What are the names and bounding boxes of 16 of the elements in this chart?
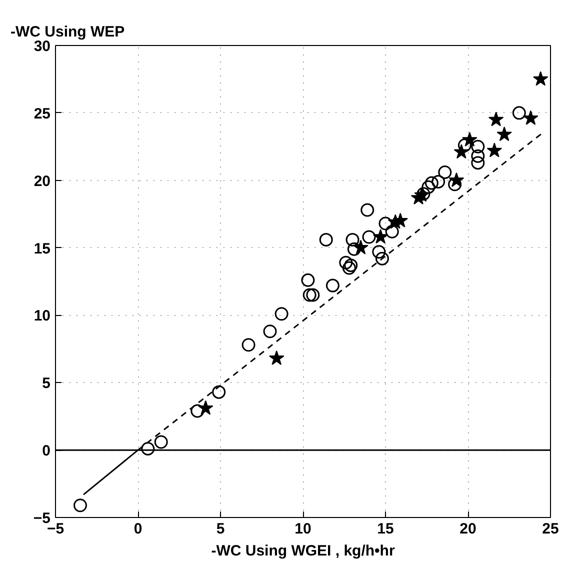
y-tick-label: 20 [34, 172, 51, 190]
x-tick-label: 15 [377, 520, 394, 538]
x-tick-label: 0 [134, 520, 142, 538]
x-tick-label: 20 [460, 520, 476, 538]
y-axis-title: -WC Using WEP [10, 24, 125, 40]
y-tick-label: 0 [42, 442, 50, 460]
x-axis-title: -WC Using WGEI , kg/h•hr [211, 542, 395, 560]
y-tick-label: 15 [34, 240, 51, 258]
x-tick-label: 10 [294, 520, 312, 538]
y-tick-label: 30 [34, 38, 51, 55]
y-tick-label: 25 [34, 105, 51, 122]
y-tick-label: −5 [33, 510, 51, 527]
y-tick-label: 5 [42, 375, 50, 392]
x-tick-label: 25 [542, 520, 559, 538]
x-tick-label: 5 [216, 520, 225, 538]
y-tick-label: 10 [34, 308, 51, 325]
